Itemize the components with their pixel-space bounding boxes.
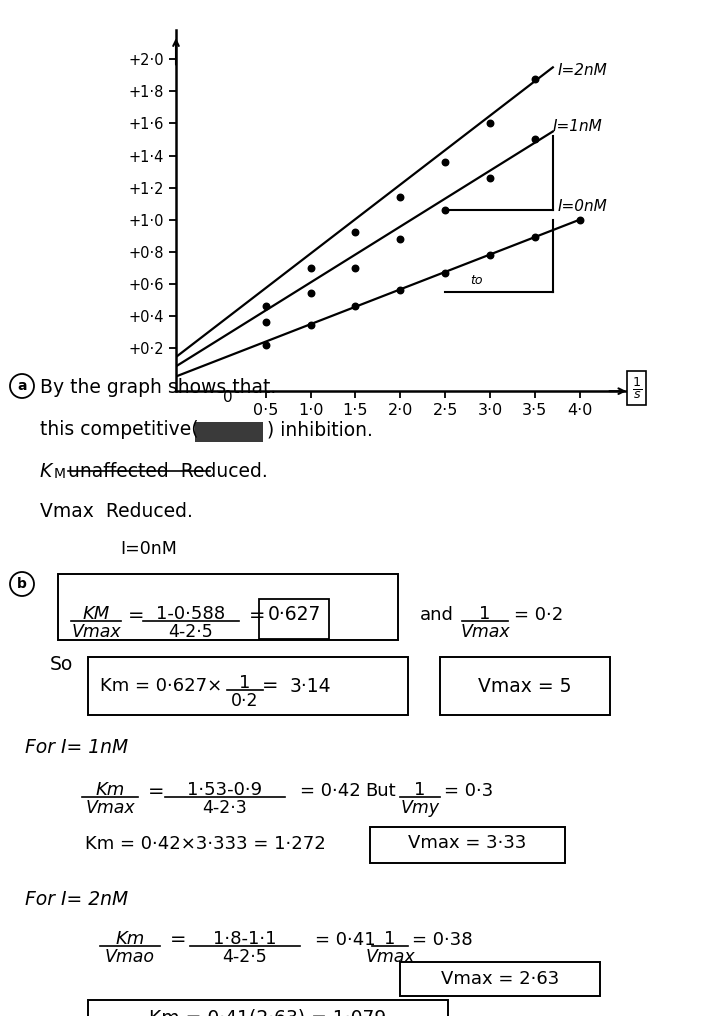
Text: 4-2·3: 4-2·3: [203, 799, 247, 817]
Circle shape: [10, 572, 34, 596]
Text: KM: KM: [82, 605, 110, 623]
Text: I=1nM: I=1nM: [553, 119, 603, 134]
Point: [260, 314, 271, 330]
Text: 3·14: 3·14: [290, 677, 332, 696]
Text: and: and: [420, 606, 454, 624]
Point: [574, 211, 586, 228]
Text: ) inhibition.: ) inhibition.: [267, 420, 373, 439]
Text: For I= 1nM: For I= 1nM: [25, 738, 128, 757]
Point: [529, 70, 541, 86]
Text: =: =: [128, 606, 144, 625]
Text: = 0·3: = 0·3: [444, 782, 494, 800]
Text: Vmax = 2·63: Vmax = 2·63: [441, 970, 559, 988]
Text: 1·53-0·9: 1·53-0·9: [187, 781, 263, 799]
Text: By the graph shows that.: By the graph shows that.: [40, 378, 276, 397]
Text: I=2nM: I=2nM: [558, 63, 607, 78]
Point: [484, 116, 496, 132]
Point: [395, 231, 406, 247]
Point: [260, 336, 271, 353]
Text: I=0nM: I=0nM: [558, 199, 607, 214]
Text: Km: Km: [95, 781, 125, 799]
Text: 0: 0: [222, 389, 232, 404]
Text: Km = 0·627×: Km = 0·627×: [100, 677, 222, 695]
Bar: [400, 962, 600, 996]
Text: 4-2·5: 4-2·5: [169, 623, 213, 641]
Text: b: b: [17, 577, 27, 591]
Text: Vmax: Vmax: [71, 623, 121, 641]
Text: Vmax = 3·33: Vmax = 3·33: [408, 834, 526, 852]
Text: unaffected  Reduced.: unaffected Reduced.: [68, 462, 268, 481]
Text: So: So: [50, 655, 73, 674]
Point: [484, 170, 496, 186]
Bar: [440, 657, 610, 715]
Text: to: to: [470, 274, 483, 288]
Circle shape: [10, 374, 34, 398]
Text: =: =: [170, 931, 187, 950]
Text: a: a: [18, 379, 27, 393]
Point: [350, 225, 361, 241]
Point: [305, 285, 316, 302]
Text: Vmax: Vmax: [460, 623, 510, 641]
Text: But: But: [365, 782, 396, 800]
Text: = 0·2: = 0·2: [514, 606, 563, 624]
Text: 4-2·5: 4-2·5: [222, 948, 268, 966]
Text: =: =: [148, 781, 165, 801]
Bar: [259, 599, 329, 639]
Bar: [370, 827, 565, 863]
Text: Vmao: Vmao: [105, 948, 155, 966]
Text: Vmax: Vmax: [365, 948, 415, 966]
Point: [305, 317, 316, 333]
Text: =: =: [249, 606, 265, 625]
Text: Km = 0·41(2·63) = 1·079: Km = 0·41(2·63) = 1·079: [149, 1009, 386, 1016]
Point: [350, 260, 361, 276]
Point: [305, 260, 316, 276]
Text: For I= 2nM: For I= 2nM: [25, 890, 128, 909]
Text: 1-0·588: 1-0·588: [156, 605, 225, 623]
Bar: [88, 1000, 448, 1016]
Text: = 0·38: = 0·38: [412, 931, 472, 949]
Point: [260, 298, 271, 314]
Text: Vmax = 5: Vmax = 5: [478, 677, 572, 696]
Text: Km: Km: [115, 930, 144, 948]
Point: [439, 202, 451, 218]
Text: this competitive(: this competitive(: [40, 420, 199, 439]
Text: M: M: [54, 467, 66, 481]
Text: = 0·41: = 0·41: [315, 931, 376, 949]
Text: 1: 1: [239, 674, 251, 692]
Text: $\frac{1}{s}$: $\frac{1}{s}$: [631, 375, 642, 401]
Text: 0·627: 0·627: [268, 606, 321, 625]
Point: [350, 298, 361, 314]
Text: Vmax: Vmax: [85, 799, 134, 817]
Point: [529, 230, 541, 246]
Text: K: K: [40, 462, 52, 481]
Point: [529, 131, 541, 147]
Text: I=0nM: I=0nM: [120, 539, 177, 558]
Text: 1: 1: [415, 781, 426, 799]
Point: [439, 153, 451, 170]
Bar: [195, 422, 263, 442]
Text: Vmy: Vmy: [401, 799, 439, 817]
Text: Km = 0·42×3·333 = 1·272: Km = 0·42×3·333 = 1·272: [85, 835, 326, 853]
Point: [395, 189, 406, 205]
Text: 0·2: 0·2: [231, 692, 259, 710]
Text: =: =: [262, 677, 278, 696]
Text: = 0·42: = 0·42: [300, 782, 360, 800]
Bar: [88, 657, 408, 715]
Text: Vmax  Reduced.: Vmax Reduced.: [40, 502, 193, 521]
Bar: [58, 574, 398, 640]
Text: 1: 1: [384, 930, 396, 948]
Point: [395, 282, 406, 299]
Point: [484, 247, 496, 263]
Text: 1: 1: [479, 605, 491, 623]
Point: [439, 264, 451, 280]
Text: 1·8-1·1: 1·8-1·1: [213, 930, 277, 948]
